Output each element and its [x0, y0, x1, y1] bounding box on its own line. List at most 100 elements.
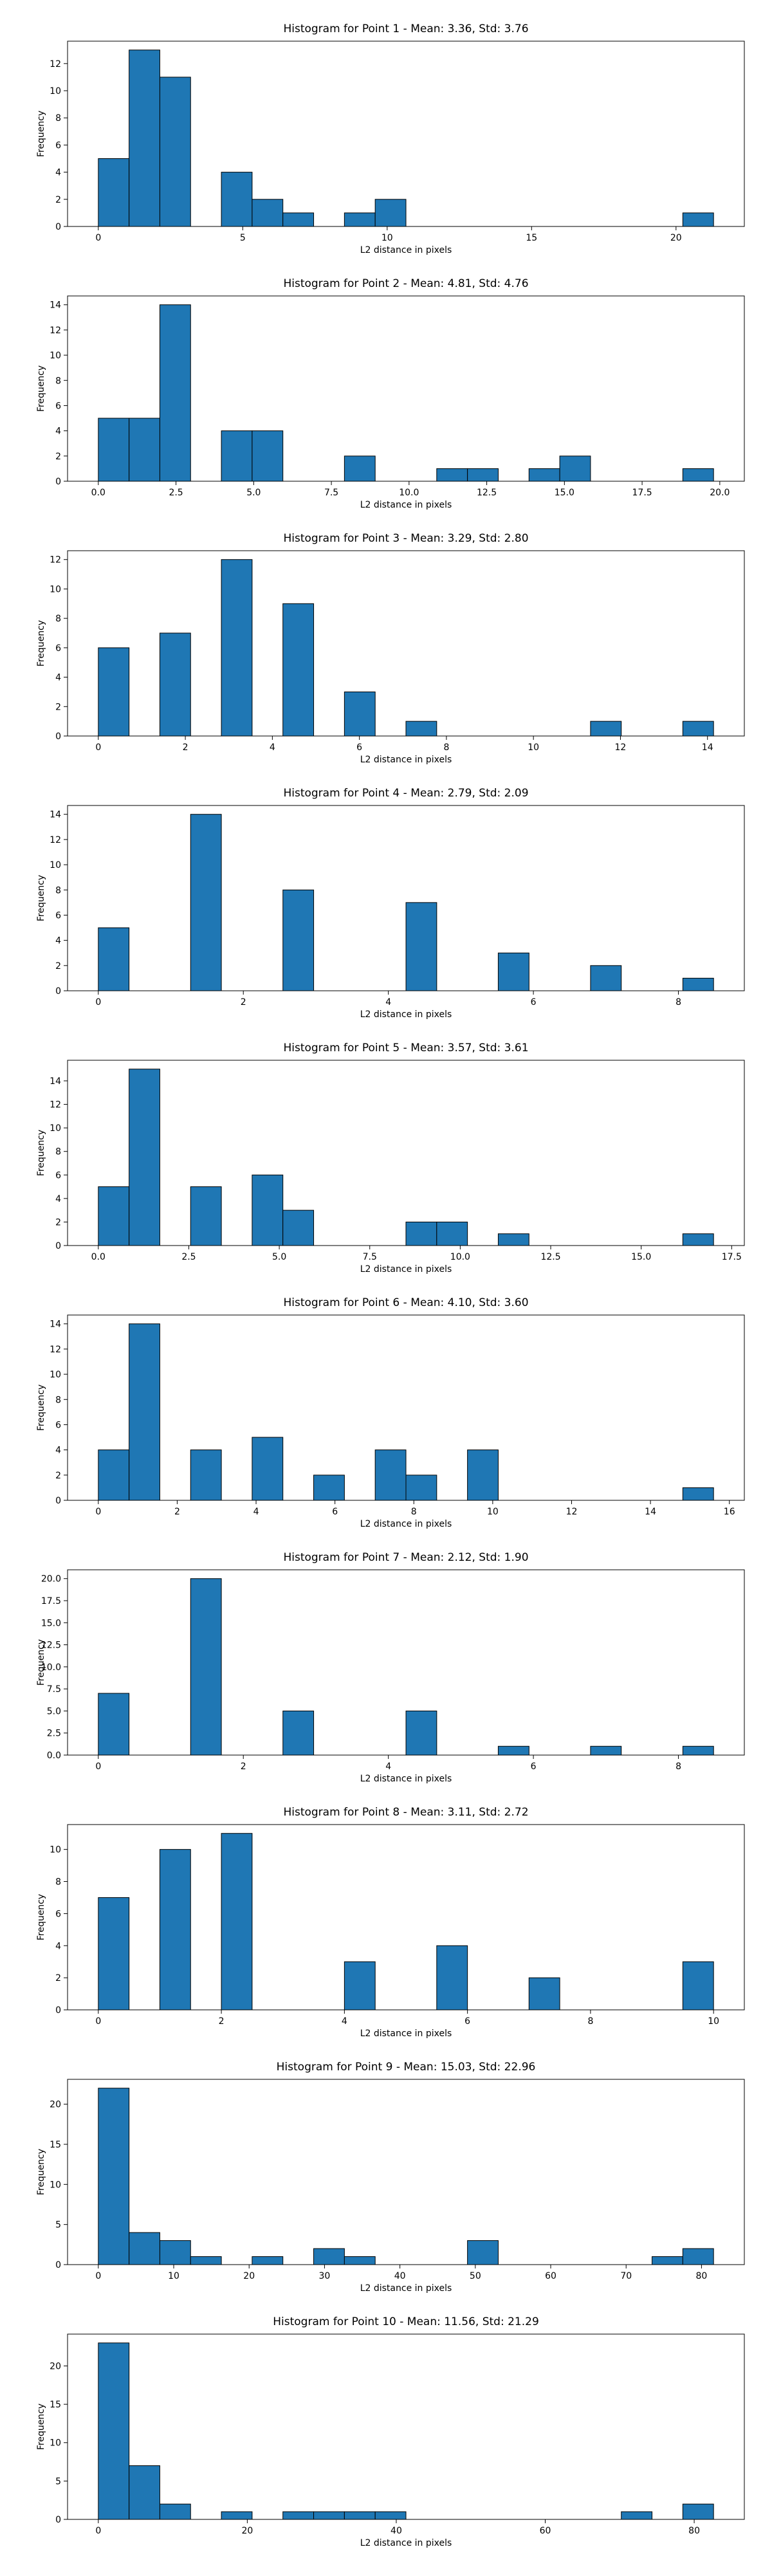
y-axis-label: Frequency	[36, 2404, 46, 2450]
y-tick-label: 20.0	[41, 1574, 61, 1585]
bar	[405, 1221, 437, 1246]
bar	[221, 430, 253, 482]
y-axis-label: Frequency	[36, 875, 46, 921]
x-tick-label: 8	[676, 997, 681, 1007]
y-tick-label: 8	[55, 885, 61, 896]
x-tick-label: 15.0	[555, 488, 574, 498]
x-tick-label: 0	[95, 1507, 101, 1517]
chart-title: Histogram for Point 6 - Mean: 4.10, Std:…	[283, 1296, 528, 1309]
bar	[344, 212, 376, 227]
x-tick-label: 5.0	[272, 1252, 286, 1262]
bar	[221, 559, 253, 737]
chart-title: Histogram for Point 3 - Mean: 3.29, Std:…	[283, 532, 528, 545]
y-tick-label: 4	[55, 1194, 61, 1204]
y-tick-label: 10.0	[41, 1662, 61, 1673]
bar	[374, 1449, 407, 1501]
y-tick-label: 10	[50, 1123, 61, 1134]
bar	[98, 1897, 130, 2010]
x-tick-label: 20	[670, 233, 682, 243]
x-tick-label: 2.5	[181, 1252, 196, 1262]
x-tick-label: 10	[168, 2271, 179, 2281]
x-axis-label: L2 distance in pixels	[360, 500, 452, 510]
y-axis-label: Frequency	[36, 1639, 46, 1686]
x-tick-label: 8	[411, 1507, 417, 1517]
bar	[467, 1449, 499, 1501]
y-tick-label: 14	[50, 1320, 61, 1330]
y-tick-label: 8	[55, 614, 61, 624]
x-axis-label: L2 distance in pixels	[360, 1774, 452, 1784]
bar	[344, 1961, 376, 2010]
y-tick-label: 2	[55, 1471, 61, 1481]
bar	[436, 1945, 468, 2010]
bar	[682, 212, 714, 227]
bar	[590, 965, 622, 991]
y-tick-label: 4	[55, 427, 61, 437]
y-tick-label: 6	[55, 140, 61, 151]
histogram-panel: Histogram for Point 7 - Mean: 2.12, Std:…	[36, 1551, 745, 1784]
x-tick-label: 6	[332, 1507, 338, 1517]
bar	[344, 2511, 376, 2520]
x-tick-label: 15	[526, 233, 537, 243]
bar	[190, 2256, 222, 2265]
x-tick-label: 12.5	[540, 1252, 560, 1262]
bar	[344, 455, 376, 482]
x-tick-label: 10.0	[399, 488, 419, 498]
bar	[129, 418, 160, 482]
bar	[98, 2088, 130, 2265]
bar	[221, 172, 253, 227]
x-tick-label: 2	[174, 1507, 180, 1517]
y-tick-label: 0	[55, 2260, 61, 2270]
bar	[497, 1745, 529, 1756]
bar	[436, 468, 468, 482]
y-tick-label: 6	[55, 401, 61, 411]
x-tick-label: 6	[356, 742, 362, 753]
x-tick-label: 10	[708, 2016, 719, 2027]
y-tick-label: 10	[50, 2180, 61, 2190]
x-axis-label: L2 distance in pixels	[360, 1009, 452, 1020]
x-tick-label: 0	[95, 2271, 101, 2281]
y-tick-label: 5	[55, 2220, 61, 2231]
x-tick-label: 30	[319, 2271, 331, 2281]
bar	[374, 2511, 407, 2520]
chart-title: Histogram for Point 1 - Mean: 3.36, Std:…	[283, 23, 528, 35]
bar	[590, 1745, 622, 1756]
y-tick-label: 2	[55, 452, 61, 462]
x-tick-label: 8	[587, 2016, 593, 2027]
y-tick-label: 14	[50, 300, 61, 311]
chart-title: Histogram for Point 7 - Mean: 2.12, Std:…	[283, 1551, 528, 1564]
bar	[252, 1437, 284, 1501]
bar	[282, 212, 315, 227]
chart-title: Histogram for Point 9 - Mean: 15.03, Std…	[277, 2061, 536, 2074]
y-tick-label: 12	[50, 835, 61, 845]
y-tick-label: 0	[55, 1496, 61, 1506]
y-tick-label: 2	[55, 702, 61, 712]
bar	[190, 1449, 222, 1501]
histogram-panel: Histogram for Point 10 - Mean: 11.56, St…	[36, 2315, 745, 2548]
bar	[313, 2248, 345, 2265]
y-tick-label: 0	[55, 731, 61, 742]
x-tick-label: 70	[620, 2271, 632, 2281]
y-tick-label: 15	[50, 2140, 61, 2150]
histogram-panel: Histogram for Point 5 - Mean: 3.57, Std:…	[36, 1042, 745, 1274]
x-tick-label: 7.5	[363, 1252, 377, 1262]
y-tick-label: 20	[50, 2100, 61, 2110]
y-tick-label: 12	[50, 1100, 61, 1110]
y-tick-label: 0	[55, 1241, 61, 1251]
x-axis-label: L2 distance in pixels	[360, 755, 452, 765]
bar	[682, 1487, 714, 1501]
bar	[682, 721, 714, 737]
x-tick-label: 5	[240, 233, 246, 243]
y-tick-label: 8	[55, 113, 61, 124]
x-tick-label: 0	[95, 233, 101, 243]
x-tick-label: 12	[566, 1507, 578, 1517]
bar	[405, 1710, 437, 1756]
bar	[282, 1210, 315, 1246]
x-tick-label: 4	[253, 1507, 259, 1517]
bar	[682, 468, 714, 482]
histogram-panel: Histogram for Point 4 - Mean: 2.79, Std:…	[36, 787, 745, 1020]
x-axis-label: L2 distance in pixels	[360, 2283, 452, 2294]
x-tick-label: 2	[241, 997, 246, 1007]
y-tick-label: 0	[55, 986, 61, 997]
y-axis-label: Frequency	[36, 1894, 46, 1940]
